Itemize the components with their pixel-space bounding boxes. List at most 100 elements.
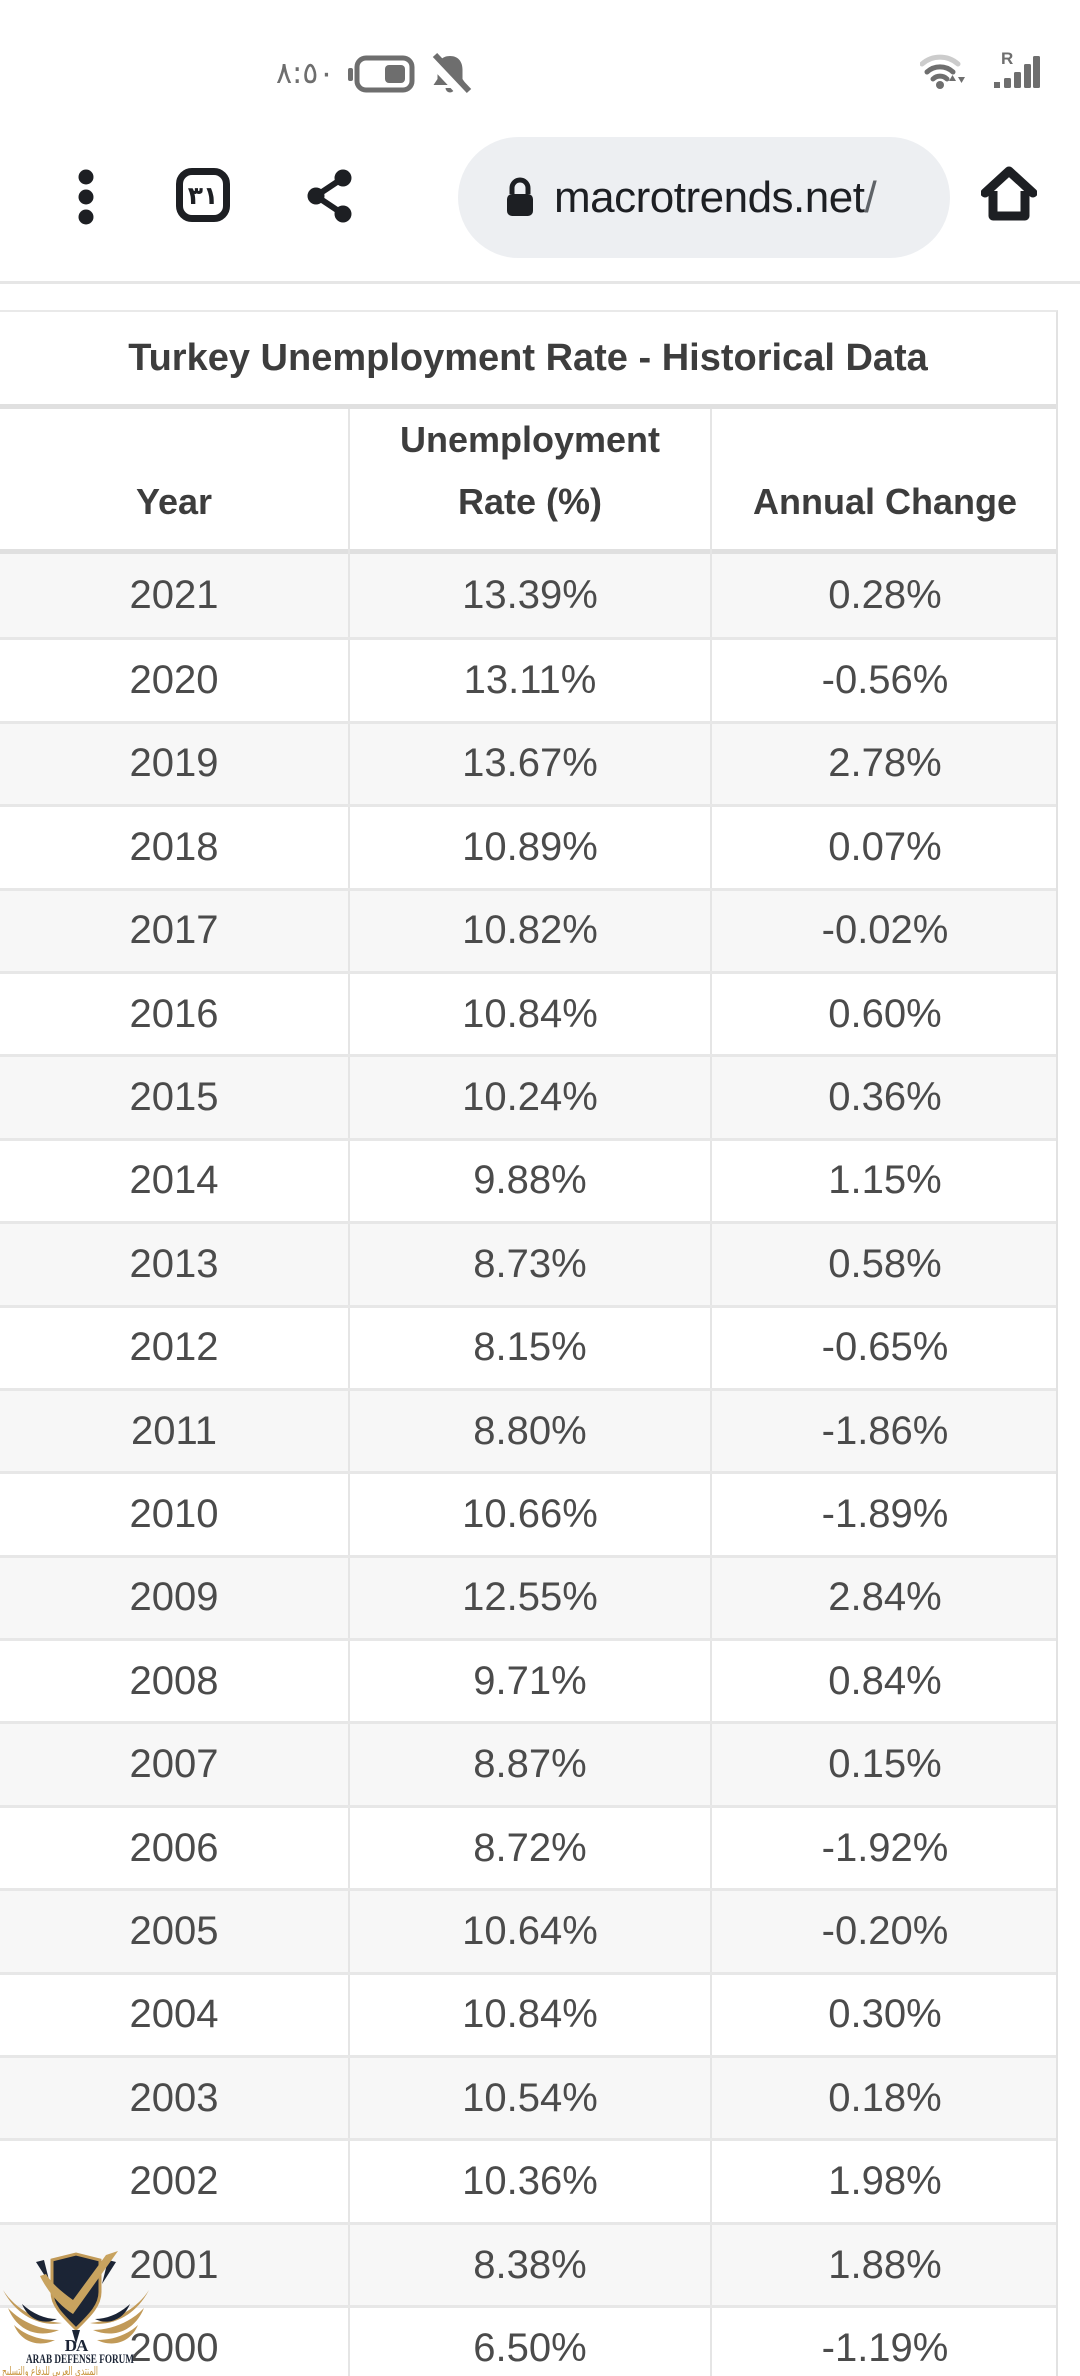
table-row: 2016 10.84% 0.60% <box>0 970 1058 1055</box>
status-bar-right: R <box>920 48 1040 90</box>
url-path-suffix: / <box>864 172 877 222</box>
rate-cell: 10.89% <box>348 807 710 888</box>
year-cell: 2004 <box>129 1992 219 2037</box>
change-cell: 0.36% <box>710 1057 1058 1138</box>
rate-cell: 10.84% <box>348 973 710 1055</box>
rate-cell: 10.84% <box>348 1974 710 2056</box>
change-cell: 0.07% <box>710 807 1058 888</box>
year-cell: 2008 <box>129 1658 219 1703</box>
year-cell: 2006 <box>129 1825 219 1870</box>
table-row: 2013 8.73% 0.58% <box>0 1221 1058 1305</box>
table-row: 2000 6.50% -1.19% <box>0 2305 1056 2376</box>
rate-cell: 10.64% <box>348 1891 710 1972</box>
change-cell: 0.18% <box>710 2058 1058 2139</box>
rate-cell: 10.66% <box>348 1474 710 1555</box>
arab-defense-forum-watermark: DA ARAB DEFENSE FORUM المنتدى العربي للد… <box>0 2250 152 2376</box>
rate-cell: 12.55% <box>348 1557 710 1639</box>
change-cell: -1.19% <box>710 2308 1058 2376</box>
rate-cell: 13.67% <box>348 723 710 805</box>
change-cell: -1.86% <box>710 1390 1058 1472</box>
rate-cell: 8.73% <box>348 1224 710 1305</box>
rate-cell: 8.87% <box>348 1724 710 1805</box>
table-row: 2005 10.64% -0.20% <box>0 1888 1058 1972</box>
share-icon[interactable] <box>306 168 354 229</box>
lock-icon <box>504 176 536 220</box>
rate-cell: 8.80% <box>348 1390 710 1472</box>
unemployment-table: Turkey Unemployment Rate - Historical Da… <box>0 310 1058 2376</box>
battery-icon <box>347 54 415 94</box>
rate-cell: 9.71% <box>348 1641 710 1722</box>
year-cell: 2002 <box>129 2159 219 2204</box>
change-cell: 0.58% <box>710 1224 1058 1305</box>
table-row: 2003 10.54% 0.18% <box>0 2055 1058 2139</box>
year-cell: 2015 <box>129 1075 219 1120</box>
rate-cell: 8.15% <box>348 1307 710 1388</box>
change-cell: -0.56% <box>710 640 1058 721</box>
table-row: 2015 10.24% 0.36% <box>0 1054 1058 1138</box>
wifi-icon <box>920 52 966 90</box>
change-cell: 2.84% <box>710 1557 1058 1639</box>
table-body: 2021 13.39% 0.28% 2020 13.11% -0.56% 2019 13.67… <box>0 554 1056 2376</box>
year-cell: 2007 <box>129 1742 219 1787</box>
year-cell: 2009 <box>129 1575 219 1620</box>
change-cell: -0.02% <box>710 890 1058 971</box>
status-bar-left: ٨:٥٠ <box>276 50 472 98</box>
change-cell: 0.30% <box>710 1974 1058 2056</box>
table-row: 2011 8.80% -1.86% <box>0 1387 1058 1472</box>
table-row: 2021 13.39% 0.28% <box>0 554 1058 638</box>
url-bar[interactable]: macrotrends.net / <box>458 137 950 258</box>
table-row: 2020 13.11% -0.56% <box>0 637 1058 721</box>
status-time: ٨:٥٠ <box>276 56 335 91</box>
rate-cell: 10.54% <box>348 2058 710 2139</box>
year-cell: 2003 <box>129 2075 219 2120</box>
home-icon[interactable] <box>980 164 1038 233</box>
year-cell: 2000 <box>129 2325 219 2370</box>
change-cell: 0.28% <box>710 554 1058 638</box>
table-row: 2017 10.82% -0.02% <box>0 887 1058 971</box>
change-cell: 0.15% <box>710 1724 1058 1805</box>
table-row: 2002 10.36% 1.98% <box>0 2138 1058 2222</box>
change-cell: -0.20% <box>710 1891 1058 1972</box>
year-cell: 2010 <box>129 1491 219 1536</box>
rate-cell: 10.24% <box>348 1057 710 1138</box>
table-row: 2012 8.15% -0.65% <box>0 1304 1056 1388</box>
change-cell: 0.84% <box>710 1641 1058 1722</box>
rate-cell: 6.50% <box>348 2308 710 2376</box>
year-cell: 2011 <box>130 1408 217 1453</box>
table-row: 2001 8.38% 1.88% <box>0 2221 1058 2306</box>
table-header-row: Year Unemployment Rate (%) Annual Change <box>0 409 1056 559</box>
table-row: 2014 9.88% 1.15% <box>0 1137 1058 1222</box>
table-row: 2019 13.67% 2.78% <box>0 720 1058 805</box>
rate-cell: 8.38% <box>348 2224 710 2306</box>
roaming-label: R <box>1001 49 1013 68</box>
table-row: 2006 8.72% -1.92% <box>0 1804 1058 1889</box>
header-year: Year <box>135 481 213 522</box>
year-cell: 2019 <box>129 741 219 786</box>
change-cell: 2.78% <box>710 723 1058 805</box>
year-cell: 2012 <box>129 1325 219 1370</box>
change-cell: 1.88% <box>710 2224 1058 2306</box>
tab-count: ٣١ <box>187 180 219 210</box>
table-row: 2018 10.89% 0.07% <box>0 804 1058 888</box>
rate-cell: 13.39% <box>348 554 710 638</box>
rate-cell: 9.88% <box>348 1140 710 1222</box>
watermark-arabic-name: المنتدى العربي للدفاع والتسليح <box>2 2364 98 2376</box>
change-cell: 1.98% <box>710 2141 1058 2222</box>
toolbar-divider <box>0 281 1080 284</box>
rate-cell: 8.72% <box>348 1807 710 1889</box>
change-cell: -1.92% <box>710 1807 1058 1889</box>
year-cell: 2013 <box>129 1241 219 1286</box>
rate-cell: 10.82% <box>348 890 710 971</box>
menu-kebab-icon[interactable] <box>70 168 102 235</box>
year-cell: 2014 <box>129 1158 219 1203</box>
tab-switcher-button[interactable]: ٣١ <box>176 168 230 222</box>
year-cell: 2020 <box>129 658 219 703</box>
table-row: 2007 8.87% 0.15% <box>0 1721 1058 1805</box>
change-cell: 1.15% <box>710 1140 1058 1222</box>
watermark-monogram: DA <box>65 2336 89 2355</box>
change-cell: 0.60% <box>710 973 1058 1055</box>
year-cell: 2018 <box>129 824 219 869</box>
table-row: 2008 9.71% 0.84% <box>0 1638 1058 1722</box>
year-cell: 2016 <box>129 991 219 1036</box>
